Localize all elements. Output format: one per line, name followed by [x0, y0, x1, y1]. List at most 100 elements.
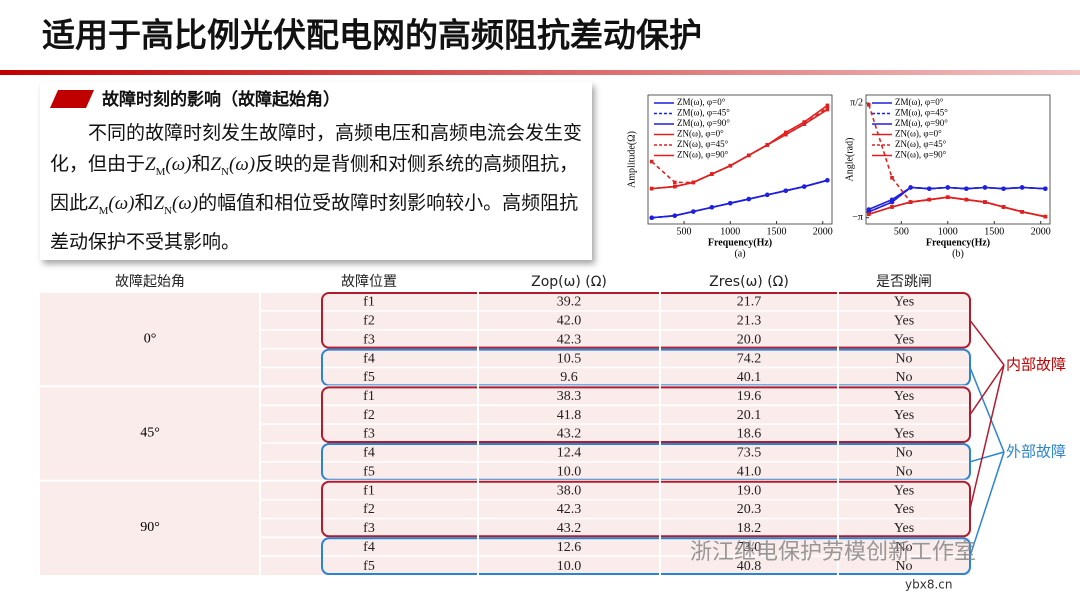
legend-label: ZN(ω), φ=45°	[677, 139, 729, 149]
legend-label: ZM(ω), φ=0°	[677, 97, 726, 107]
table-cell: No	[895, 370, 912, 385]
marker	[1020, 210, 1024, 214]
table-cell: f4	[363, 446, 375, 461]
table-cell: 38.3	[557, 389, 582, 404]
marker	[802, 120, 807, 124]
watermark-site: ybx8.cn	[905, 578, 952, 592]
series-line	[868, 186, 1046, 213]
table-cell: 9.6	[560, 370, 578, 385]
x-tick-label: 1500	[984, 226, 1004, 237]
arrow-internal	[969, 364, 1005, 510]
table-cell: f4	[363, 540, 375, 555]
legend-label: ZM(ω), φ=0°	[895, 97, 944, 107]
series-line	[651, 179, 828, 219]
x-tick-label: 500	[677, 226, 692, 237]
arrow-internal	[969, 364, 1005, 416]
text-run: Z	[145, 154, 156, 175]
table-cell: f5	[363, 559, 375, 574]
marker	[765, 192, 770, 198]
table-cell: 20.1	[737, 408, 762, 423]
table-cell: f5	[363, 464, 375, 479]
table-cell: No	[895, 446, 912, 461]
text-run: Z	[88, 192, 99, 214]
external-group-outline	[321, 348, 971, 387]
marker	[908, 200, 913, 204]
marker	[783, 132, 788, 137]
marker	[802, 184, 807, 189]
marker	[709, 172, 714, 176]
marker	[983, 200, 987, 204]
table-cell: Yes	[894, 427, 914, 442]
legend-label: ZN(ω), φ=90°	[895, 150, 947, 160]
text-run: N	[164, 204, 172, 217]
table-cell: Yes	[894, 389, 914, 404]
marker	[672, 213, 678, 218]
marker	[825, 105, 830, 110]
legend-label: ZM(ω), φ=45°	[677, 108, 730, 118]
table-cell: 20.3	[737, 502, 762, 517]
table-cell: Yes	[894, 314, 914, 329]
series-line	[868, 186, 1046, 211]
table-cell: No	[895, 559, 912, 574]
marker	[728, 163, 733, 168]
table-cell: 43.2	[557, 521, 582, 536]
table-cell: No	[895, 540, 912, 555]
text-run: Z	[153, 192, 165, 214]
x-axis-label: Frequency(Hz)	[926, 237, 990, 248]
arrow-internal	[969, 319, 1005, 366]
marker	[964, 186, 969, 191]
legend-label: ZN(ω), φ=45°	[895, 139, 947, 149]
legend-label: ZM(ω), φ=45°	[895, 108, 948, 118]
marker	[709, 205, 714, 210]
marker	[825, 178, 830, 183]
table-cell: Yes	[894, 295, 914, 310]
marker	[673, 184, 677, 189]
marker	[890, 205, 894, 209]
column-header: 故障位置	[341, 274, 397, 290]
table-cell: 73.5	[737, 446, 762, 461]
marker	[926, 186, 932, 191]
table-cell: 19.6	[737, 389, 762, 404]
table-cell: 73.0	[737, 540, 762, 555]
external-fault-label: 外部故障	[1006, 443, 1066, 461]
marker	[866, 207, 871, 212]
y-axis-label: Amplitude(Ω)	[626, 131, 637, 188]
table-cell: 21.3	[737, 314, 762, 329]
table-body-bg	[40, 292, 970, 576]
paragraph: 不同的故障时刻发生故障时，高频电压和高频电流会发生变化，但由于ZM(ω)和ZN(…	[50, 118, 588, 258]
text-run: Z	[210, 154, 222, 175]
text-run: (ω)	[165, 154, 192, 175]
table-header-bg	[40, 272, 970, 292]
plot-frame	[865, 94, 1051, 225]
legend-label: ZM(ω), φ=90°	[677, 118, 730, 128]
marker	[673, 180, 677, 185]
table-cell: No	[895, 351, 912, 366]
text-run: 反映的是背侧和对侧系统的高频阻抗，因此	[50, 153, 579, 214]
marker	[802, 122, 807, 126]
table-cell: 21.7	[737, 295, 762, 310]
table-cell: 10.0	[557, 559, 582, 574]
table-cell: f3	[363, 521, 375, 536]
table-cell: 20.0	[737, 332, 762, 347]
table-cell: 42.3	[557, 332, 582, 347]
angle-cell: 0°	[144, 331, 157, 346]
angle-cell: 45°	[140, 426, 160, 441]
marker	[1019, 185, 1025, 190]
table-cell: f2	[363, 314, 375, 329]
x-tick-label: 2000	[813, 226, 833, 237]
table-cell: 43.2	[557, 427, 582, 442]
column-header: 故障起始角	[115, 274, 185, 290]
arrow-external	[969, 451, 1005, 463]
text-run: M	[98, 204, 109, 217]
marker	[1043, 186, 1048, 191]
table-cell: f3	[363, 427, 375, 442]
text-run: N	[221, 165, 229, 178]
table-cell: 10.5	[557, 351, 582, 366]
table-cell: f3	[363, 332, 375, 347]
plot-frame	[647, 94, 833, 225]
arrow-external	[969, 451, 1005, 557]
x-tick-label: 1000	[938, 226, 958, 237]
marker	[691, 180, 696, 185]
